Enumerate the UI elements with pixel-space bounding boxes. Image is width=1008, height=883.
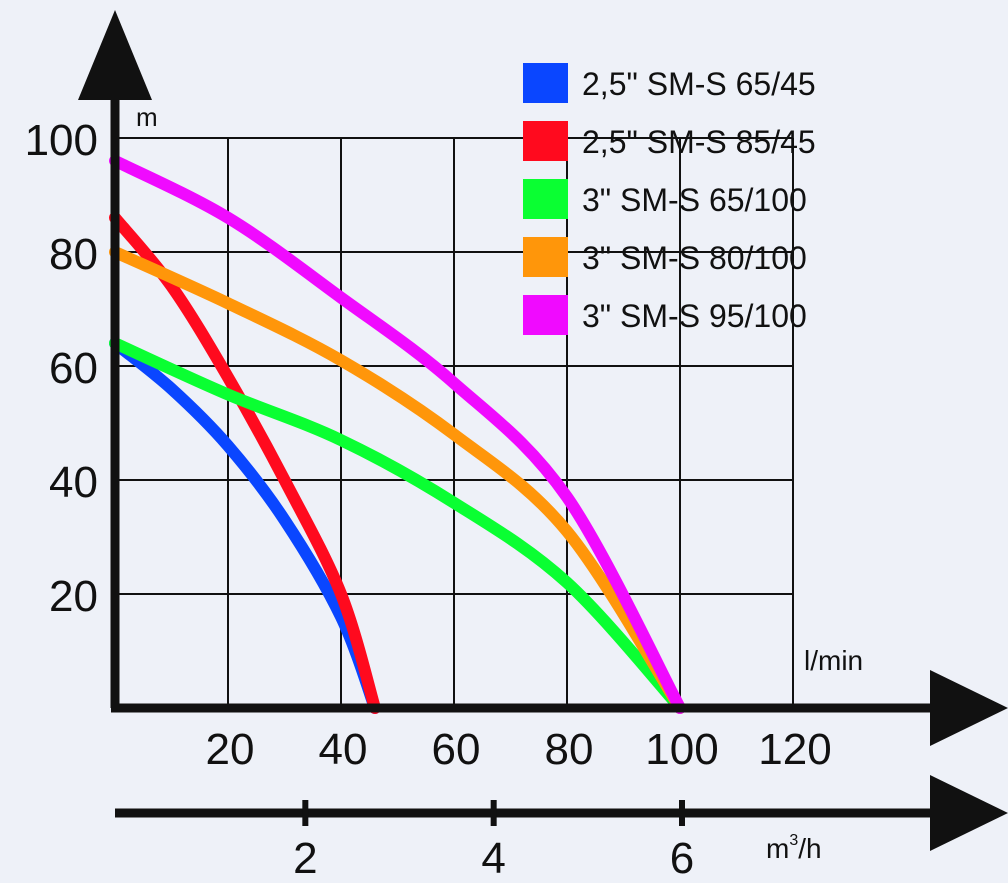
- series-line-5: [109, 154, 686, 714]
- x2-axis-label: m3/h: [766, 832, 822, 864]
- x-tick-label: 60: [432, 725, 481, 774]
- y-tick-label: 100: [25, 116, 98, 165]
- x-axis-label: l/min: [804, 645, 863, 676]
- x2-axis-arrowhead: [930, 775, 1008, 851]
- series-line-2: [109, 211, 381, 714]
- legend-swatch-5: [523, 295, 568, 335]
- axes: 20 40 60 80 100 20 40 60 80 100 120 2 4 6: [25, 10, 1008, 883]
- legend-swatch-2: [523, 121, 568, 161]
- y-tick-label: 60: [49, 344, 98, 393]
- legend-label-2: 2,5" SM-S 85/45: [582, 124, 816, 160]
- x2-tick-label: 6: [670, 834, 694, 883]
- x2-axis-label-tail: /h: [798, 833, 821, 864]
- x2-tick-label: 4: [481, 834, 505, 883]
- series-line-4: [109, 246, 686, 714]
- series-line-3: [109, 337, 686, 714]
- series-line-1: [109, 337, 381, 714]
- x-tick-label: 100: [645, 725, 718, 774]
- legend-label-4: 3" SM-S 80/100: [582, 240, 807, 276]
- x2-axis-label-sup: 3: [789, 832, 798, 849]
- legend: 2,5" SM-S 65/45 2,5" SM-S 85/45 3" SM-S 65…: [523, 63, 816, 335]
- legend-swatch-4: [523, 237, 568, 277]
- x-tick-label: 80: [545, 725, 594, 774]
- y-tick-label: 80: [49, 230, 98, 279]
- legend-label-3: 3" SM-S 65/100: [582, 182, 807, 218]
- legend-swatch-3: [523, 179, 568, 219]
- x-tick-label: 40: [319, 725, 368, 774]
- y-tick-label: 40: [49, 458, 98, 507]
- y-axis-arrowhead: [78, 10, 152, 100]
- x-axis-arrowhead: [930, 670, 1008, 746]
- x-tick-label: 120: [758, 725, 831, 774]
- legend-label-1: 2,5" SM-S 65/45: [582, 66, 816, 102]
- y-tick-label: 20: [49, 572, 98, 621]
- series-lines: [109, 154, 686, 714]
- legend-swatch-1: [523, 63, 568, 103]
- x-tick-label: 20: [206, 725, 255, 774]
- x2-axis-label-base: m: [766, 833, 789, 864]
- y-axis-label: m: [136, 102, 158, 132]
- legend-label-5: 3" SM-S 95/100: [582, 298, 807, 334]
- grid: [115, 137, 794, 708]
- x2-tick-label: 2: [293, 834, 317, 883]
